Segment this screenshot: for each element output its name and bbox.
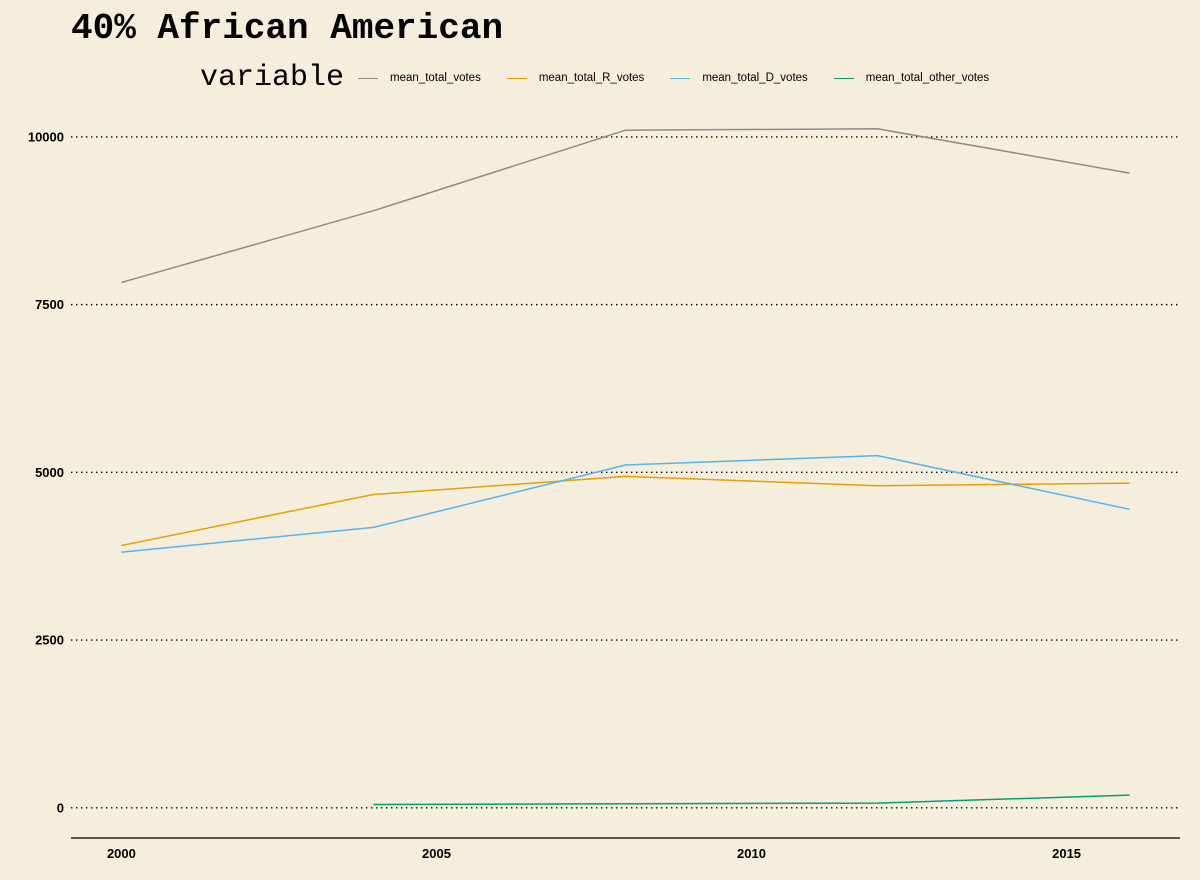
- legend-label: mean_total_votes: [390, 72, 481, 84]
- legend: variable mean_total_votes mean_total_R_vo…: [200, 58, 1015, 98]
- y-tick-label-2500: 2500: [35, 633, 64, 648]
- legend-key-line: [670, 77, 691, 79]
- legend-item-mean_total_other_votes: mean_total_other_votes: [833, 72, 990, 84]
- x-tick-label-2000: 2000: [107, 846, 136, 861]
- legend-item-mean_total_votes: mean_total_votes: [358, 72, 481, 84]
- chart-title: 40% African American: [71, 8, 504, 49]
- series-line-mean_total_votes: [121, 128, 1130, 284]
- legend-label: mean_total_R_votes: [538, 72, 645, 84]
- legend-key-line: [506, 77, 527, 79]
- x-tick-label-2005: 2005: [422, 846, 451, 861]
- legend-key-line: [358, 77, 379, 79]
- y-tick-label-0: 0: [57, 800, 64, 815]
- legend-key-line: [833, 77, 854, 79]
- series-line-mean_total_R_votes: [121, 475, 1130, 547]
- y-tick-label-5000: 5000: [35, 465, 64, 480]
- legend-label: mean_total_D_votes: [702, 72, 808, 84]
- x-tick-label-2015: 2015: [1052, 846, 1081, 861]
- x-tick-label-2010: 2010: [737, 846, 766, 861]
- legend-label: mean_total_other_votes: [865, 72, 990, 84]
- y-tick-label-7500: 7500: [35, 297, 64, 312]
- series-line-mean_total_other_votes: [373, 794, 1130, 806]
- y-tick-label-10000: 10000: [28, 129, 64, 144]
- legend-item-mean_total_D_votes: mean_total_D_votes: [670, 72, 808, 84]
- legend-item-mean_total_R_votes: mean_total_R_votes: [506, 72, 645, 84]
- legend-title: variable: [200, 61, 345, 95]
- series-line-mean_total_D_votes: [121, 454, 1130, 553]
